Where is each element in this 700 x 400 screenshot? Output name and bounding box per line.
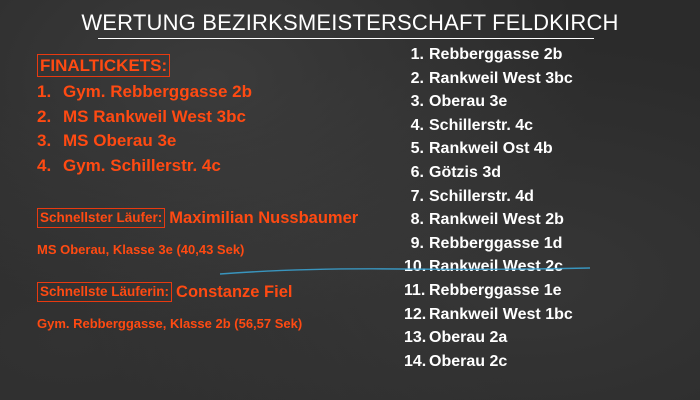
final-ticket-item: 1. Gym. Rebberggasse 2b <box>37 80 252 105</box>
final-ticket-name: MS Oberau 3e <box>63 131 177 150</box>
rank-team: Schillerstr. 4d <box>429 187 534 205</box>
fastest-female-name: Constanze Fiel <box>176 282 293 301</box>
rank-number: 8. <box>410 211 424 229</box>
rank-number: 10. <box>404 258 427 276</box>
ranking-list: 1. Rebberggasse 2b 2. Rankweil West 3bc 3.… <box>404 43 573 373</box>
final-tickets-section: FINALTICKETS: 1. Gym. Rebberggasse 2b 2. M… <box>37 54 252 178</box>
fastest-male-label: Schnellster Läufer: <box>37 208 166 228</box>
final-ticket-item: 4. Gym. Schillerstr. 4c <box>37 154 252 179</box>
ranking-item: 12. Rankweil West 1bc <box>404 303 573 327</box>
slide-title: WERTUNG BEZIRKSMEISTERSCHAFT FELDKIRCH <box>81 10 619 35</box>
title-underline <box>98 38 594 39</box>
fastest-female-runner: Schnellste Läuferin: Constanze Fiel Gym. … <box>37 282 302 331</box>
final-tickets-heading: FINALTICKETS: <box>37 54 171 77</box>
rank-team: Rankweil West 1bc <box>429 305 573 323</box>
rank-team: Rankweil West 3bc <box>429 69 573 87</box>
rank-team: Rankweil Ost 4b <box>429 140 553 158</box>
rank-number: 3. <box>410 93 424 111</box>
rank-team: Rebberggasse 1e <box>429 281 562 299</box>
rank-team: Schillerstr. 4c <box>429 116 534 134</box>
final-ticket-name: Gym. Schillerstr. 4c <box>63 155 221 175</box>
rank-number: 11. <box>404 281 426 299</box>
fastest-male-name: Maximilian Nussbaumer <box>169 208 359 227</box>
rank-team: Rankweil West 2c <box>429 258 563 276</box>
ranking-item: 2. Rankweil West 3bc <box>404 67 573 91</box>
rank-number: 13. <box>404 329 427 347</box>
final-ticket-number: 3. <box>37 131 52 150</box>
rank-number: 5. <box>410 140 424 158</box>
final-ticket-name: MS Rankweil West 3bc <box>63 106 246 126</box>
ranking-item: 13. Oberau 2a <box>404 326 573 350</box>
rank-team: Rebberggasse 2b <box>429 46 563 63</box>
ranking-item: 8. Rankweil West 2b <box>404 208 573 232</box>
ranking-item: 5. Rankweil Ost 4b <box>404 137 573 161</box>
final-tickets-list: 1. Gym. Rebberggasse 2b 2. MS Rankweil Wes… <box>37 80 252 178</box>
ranking-item: 9. Rebberggasse 1d <box>404 232 573 256</box>
fastest-female-label: Schnellste Läuferin: <box>37 282 173 302</box>
ranking-item: 4. Schillerstr. 4c <box>404 114 573 138</box>
fastest-female-detail: Gym. Rebberggasse, Klasse 2b (56,57 Sek) <box>37 316 303 331</box>
rank-number: 1. <box>410 46 424 63</box>
rank-team: Oberau 3e <box>429 93 508 111</box>
ranking-item: 7. Schillerstr. 4d <box>404 185 573 209</box>
final-ticket-number: 4. <box>37 155 52 175</box>
final-ticket-number: 2. <box>37 106 52 126</box>
final-ticket-item: 2. MS Rankweil West 3bc <box>37 105 252 130</box>
rank-number: 7. <box>410 187 424 205</box>
final-ticket-number: 1. <box>37 82 52 101</box>
rank-team: Rankweil West 2b <box>429 211 564 229</box>
rank-team: Götzis 3d <box>429 163 502 181</box>
fastest-male-detail: MS Oberau, Klasse 3e (40,43 Sek) <box>37 242 245 257</box>
rank-number: 14. <box>404 352 427 370</box>
ranking-item: 3. Oberau 3e <box>404 90 573 114</box>
final-ticket-name: Gym. Rebberggasse 2b <box>63 82 252 101</box>
fastest-male-runner: Schnellster Läufer: Maximilian Nussbaumer… <box>37 208 358 257</box>
rank-number: 2. <box>410 69 424 87</box>
ranking-item: 11. Rebberggasse 1e <box>404 279 573 303</box>
rank-team: Rebberggasse 1d <box>429 234 563 252</box>
rank-team: Oberau 2c <box>429 352 508 370</box>
final-ticket-item: 3. MS Oberau 3e <box>37 129 252 154</box>
rank-number: 6. <box>410 163 424 181</box>
rank-number: 9. <box>410 234 424 252</box>
ranking-item: 6. Götzis 3d <box>404 161 573 185</box>
rank-number: 12. <box>404 305 427 323</box>
ranking-item: 10. Rankweil West 2c <box>404 255 573 279</box>
rank-number: 4. <box>410 116 424 134</box>
ranking-item: 1. Rebberggasse 2b <box>404 43 573 67</box>
ranking-item: 14. Oberau 2c <box>404 350 573 374</box>
rank-team: Oberau 2a <box>429 329 508 347</box>
